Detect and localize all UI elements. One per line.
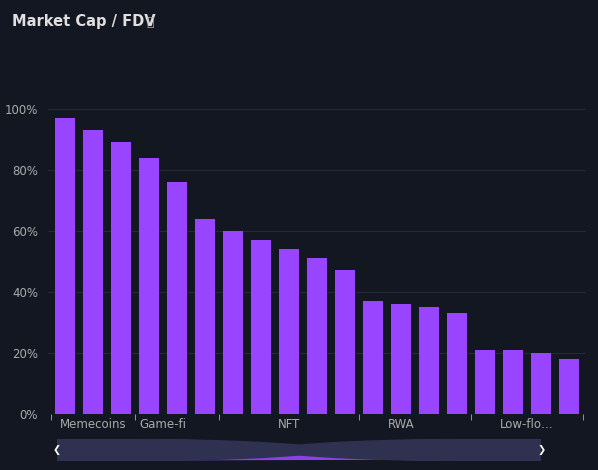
Bar xyxy=(503,350,523,414)
Bar xyxy=(559,359,579,414)
Bar xyxy=(54,118,75,414)
Text: Market Cap / FDV: Market Cap / FDV xyxy=(12,14,155,29)
Bar xyxy=(251,240,271,414)
Circle shape xyxy=(275,439,598,462)
Bar xyxy=(167,182,187,414)
Bar xyxy=(111,142,131,414)
Bar xyxy=(307,258,327,414)
Bar xyxy=(363,301,383,414)
Bar xyxy=(195,219,215,414)
Polygon shape xyxy=(57,439,541,461)
Bar xyxy=(83,130,103,414)
Bar xyxy=(222,231,243,414)
Bar xyxy=(139,158,159,414)
Bar xyxy=(531,352,551,414)
Text: ❮: ❮ xyxy=(53,445,61,455)
Text: ⓘ: ⓘ xyxy=(147,16,154,30)
Text: ❯: ❯ xyxy=(537,445,545,455)
Bar xyxy=(279,249,299,414)
Bar xyxy=(335,270,355,414)
Bar xyxy=(419,307,439,414)
Bar xyxy=(391,304,411,414)
Bar xyxy=(475,350,495,414)
Circle shape xyxy=(0,439,324,462)
Bar xyxy=(447,313,467,414)
